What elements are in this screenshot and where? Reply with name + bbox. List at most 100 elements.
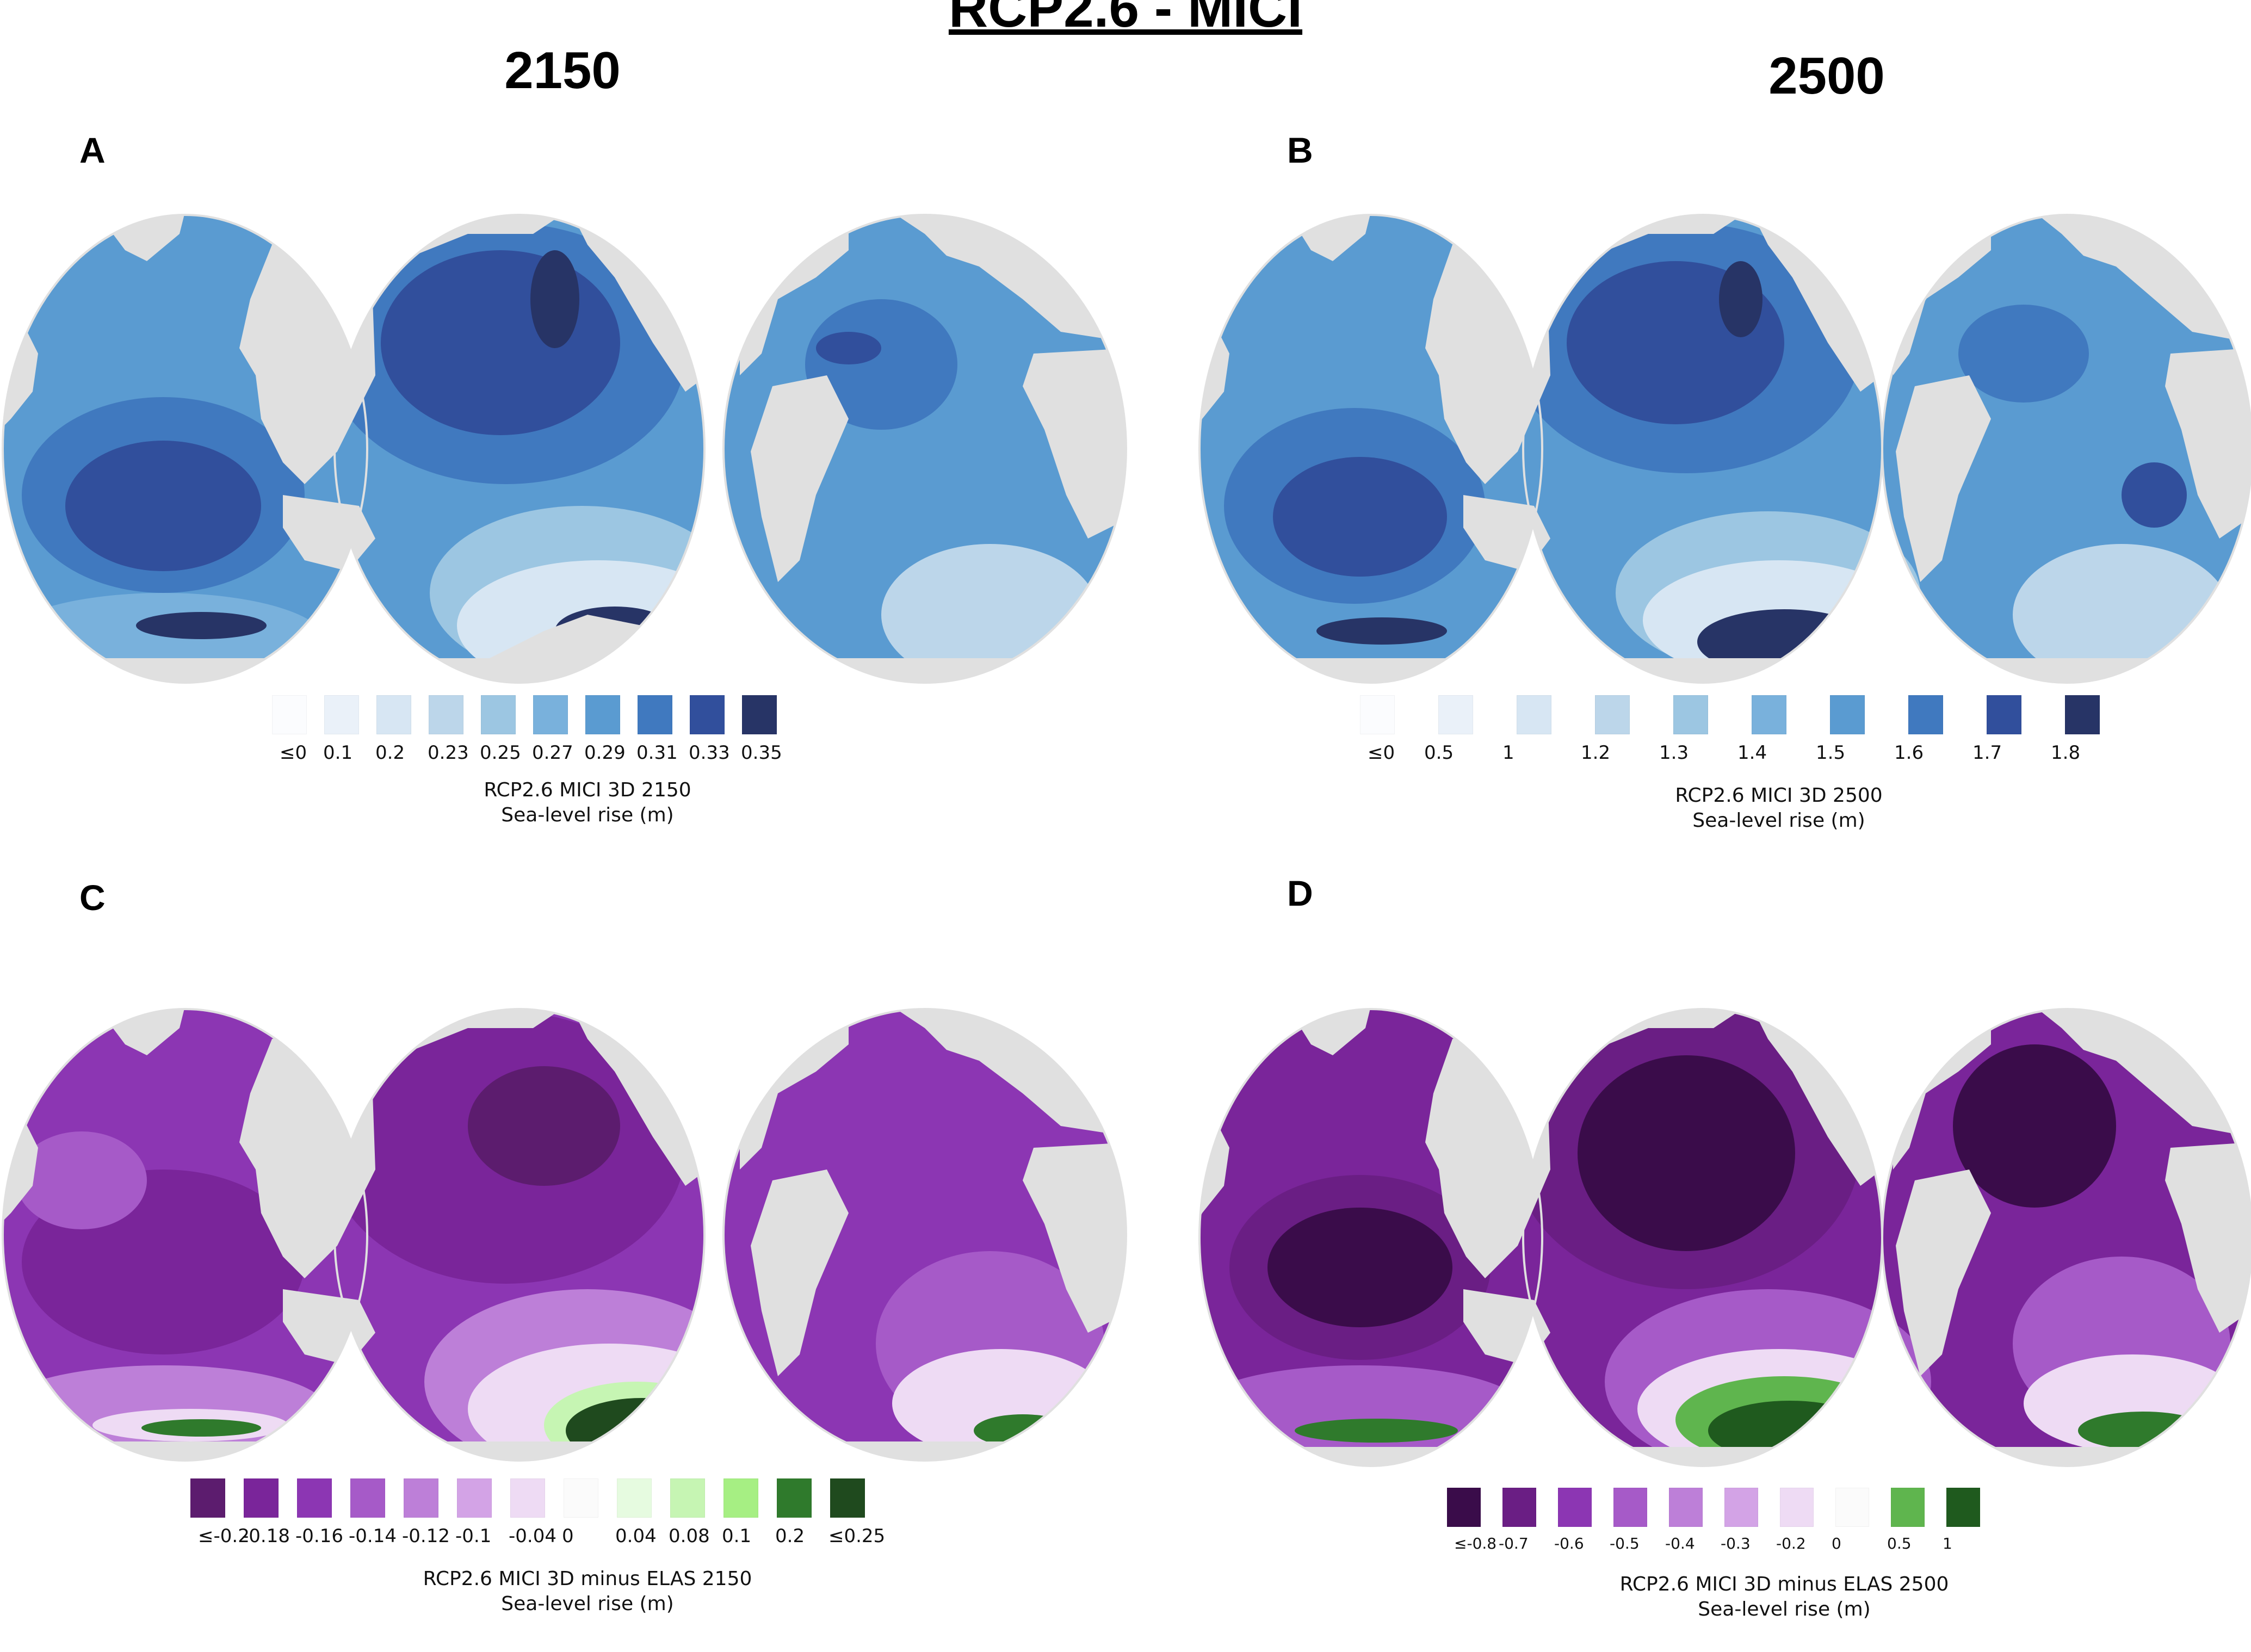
legend-d-tick-5: -0.3	[1721, 1535, 1751, 1552]
legend-a-swatch-2	[376, 695, 411, 734]
legend-b-swatch-8	[1987, 695, 2021, 734]
legend-a-tick-3: 0.23	[428, 742, 469, 764]
caption-b-line2: Sea-level rise (m)	[1692, 809, 1865, 832]
legend-d-swatch-9	[1946, 1488, 1980, 1527]
legend-a-swatch-1	[324, 695, 359, 734]
legend-b-swatch-3	[1595, 695, 1630, 734]
legend-b-tick-8: 1.7	[1972, 742, 2002, 764]
panel-label-a: A	[79, 130, 106, 170]
legend-b-ticks: ≤0 0.5 1 1.2 1.3 1.4 1.5 1.6 1.7 1.8	[1360, 742, 2143, 764]
legend-a-swatch-6	[585, 695, 620, 734]
year-label-right: 2500	[1768, 47, 1885, 105]
caption-d-line1: RCP2.6 MICI 3D minus ELAS 2500	[1619, 1573, 1949, 1595]
legend-d-swatch-4	[1669, 1488, 1703, 1527]
legend-b-tick-3: 1.2	[1581, 742, 1611, 764]
legend-d-swatches	[1447, 1488, 2002, 1527]
panel-label-d: D	[1287, 873, 1313, 913]
legend-d: ≤-0.8 -0.7 -0.6 -0.5 -0.4 -0.3 -0.2 0 0.5 1	[1447, 1488, 2002, 1552]
legend-a-swatch-7	[638, 695, 672, 734]
legend-c-swatches	[190, 1478, 883, 1518]
legend-a-swatch-3	[429, 695, 463, 734]
legend-d-swatch-6	[1780, 1488, 1814, 1527]
panel-label-c: C	[79, 877, 106, 918]
caption-c: RCP2.6 MICI 3D minus ELAS 2150 Sea-level…	[370, 1567, 805, 1617]
legend-c-tick-4: -0.12	[402, 1525, 450, 1547]
legend-b-swatch-2	[1517, 695, 1551, 734]
legend-b-tick-7: 1.6	[1894, 742, 1924, 764]
legend-b: ≤0 0.5 1 1.2 1.3 1.4 1.5 1.6 1.7 1.8	[1360, 695, 2143, 764]
figure-title: RCP2.6 - MICI	[948, 0, 1303, 39]
legend-d-tick-4: -0.4	[1665, 1535, 1695, 1552]
map-d	[1198, 1008, 2251, 1467]
legend-a-tick-7: 0.31	[636, 742, 678, 764]
caption-c-line1: RCP2.6 MICI 3D minus ELAS 2150	[423, 1568, 752, 1590]
legend-a-tick-4: 0.25	[480, 742, 521, 764]
legend-c-swatch-6	[510, 1478, 545, 1518]
legend-b-swatch-4	[1673, 695, 1708, 734]
legend-c-swatch-8	[617, 1478, 652, 1518]
legend-a-tick-2: 0.2	[375, 742, 405, 764]
legend-c-swatch-2	[297, 1478, 332, 1518]
map-a	[2, 214, 1127, 684]
legend-c-swatch-4	[404, 1478, 438, 1518]
legend-c-tick-9: 0.08	[669, 1525, 710, 1547]
legend-c-swatch-10	[723, 1478, 758, 1518]
legend-b-swatch-9	[2065, 695, 2100, 734]
caption-a-line2: Sea-level rise (m)	[501, 804, 674, 826]
legend-a-swatch-9	[742, 695, 777, 734]
legend-c-tick-12: ≤0.25	[828, 1525, 886, 1547]
map-c	[2, 1008, 1127, 1462]
legend-d-swatch-7	[1835, 1488, 1869, 1527]
legend-c-swatch-5	[457, 1478, 492, 1518]
legend-c-tick-6: -0.04	[509, 1525, 556, 1547]
legend-c-swatch-12	[830, 1478, 865, 1518]
legend-c-swatch-1	[244, 1478, 279, 1518]
legend-d-tick-3: -0.5	[1610, 1535, 1640, 1552]
legend-b-tick-6: 1.5	[1816, 742, 1846, 764]
legend-d-tick-1: -0.7	[1499, 1535, 1529, 1552]
legend-d-swatch-0	[1447, 1488, 1481, 1527]
caption-a: RCP2.6 MICI 3D 2150 Sea-level rise (m)	[381, 778, 794, 828]
legend-a-swatch-0	[272, 695, 307, 734]
caption-d-line2: Sea-level rise (m)	[1698, 1598, 1871, 1620]
caption-b-line1: RCP2.6 MICI 3D 2500	[1675, 784, 1883, 807]
legend-b-swatch-7	[1908, 695, 1943, 734]
legend-a-tick-0: ≤0	[280, 742, 307, 764]
legend-a-tick-6: 0.29	[584, 742, 626, 764]
legend-b-tick-4: 1.3	[1659, 742, 1689, 764]
legend-a-tick-8: 0.33	[689, 742, 730, 764]
legend-c-swatch-0	[190, 1478, 225, 1518]
legend-a-swatches	[272, 695, 794, 734]
caption-d: RCP2.6 MICI 3D minus ELAS 2500 Sea-level…	[1567, 1572, 2002, 1622]
legend-d-swatch-8	[1891, 1488, 1925, 1527]
legend-d-tick-7: 0	[1832, 1535, 1841, 1552]
legend-c-tick-3: -0.14	[349, 1525, 397, 1547]
legend-a-ticks: ≤0 0.1 0.2 0.23 0.25 0.27 0.29 0.31 0.33 0.35	[272, 742, 794, 764]
legend-d-tick-2: -0.6	[1554, 1535, 1584, 1552]
legend-b-swatch-1	[1438, 695, 1473, 734]
legend-c-tick-5: -0.1	[455, 1525, 492, 1547]
legend-c-tick-2: -0.16	[295, 1525, 343, 1547]
caption-c-line2: Sea-level rise (m)	[501, 1593, 674, 1615]
legend-b-swatches	[1360, 695, 2143, 734]
legend-c-swatch-9	[670, 1478, 705, 1518]
map-b	[1198, 214, 2251, 684]
legend-a-swatch-5	[533, 695, 568, 734]
legend-c-swatch-3	[350, 1478, 385, 1518]
legend-a: ≤0 0.1 0.2 0.23 0.25 0.27 0.29 0.31 0.33 0.35	[272, 695, 794, 764]
legend-d-tick-9: 1	[1943, 1535, 1952, 1552]
legend-d-tick-8: 0.5	[1887, 1535, 1912, 1552]
legend-b-swatch-0	[1360, 695, 1395, 734]
year-label-left: 2150	[504, 41, 621, 100]
legend-d-swatch-2	[1558, 1488, 1592, 1527]
legend-b-swatch-5	[1752, 695, 1786, 734]
legend-b-tick-1: 0.5	[1424, 742, 1454, 764]
legend-a-swatch-8	[690, 695, 725, 734]
legend-d-tick-6: -0.2	[1776, 1535, 1806, 1552]
legend-c-tick-11: 0.2	[775, 1525, 805, 1547]
legend-c-swatch-7	[564, 1478, 598, 1518]
caption-a-line1: RCP2.6 MICI 3D 2150	[484, 779, 691, 801]
legend-c-tick-1: -0.18	[242, 1525, 290, 1547]
legend-c-tick-8: 0.04	[615, 1525, 657, 1547]
legend-b-tick-0: ≤0	[1368, 742, 1395, 764]
